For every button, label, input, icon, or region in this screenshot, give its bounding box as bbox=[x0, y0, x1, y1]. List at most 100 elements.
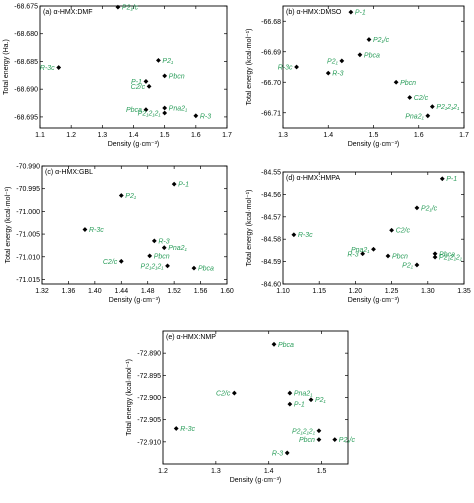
data-point bbox=[429, 104, 435, 110]
data-point bbox=[393, 79, 399, 85]
data-point bbox=[173, 426, 179, 431]
y-tick-label: -84.59 bbox=[261, 259, 281, 266]
y-tick-label: -72.890 bbox=[137, 351, 161, 358]
data-point bbox=[162, 110, 168, 116]
data-point bbox=[156, 57, 161, 63]
x-tick-label: 1.4 bbox=[323, 132, 333, 139]
y-tick-label: -71.005 bbox=[16, 232, 40, 239]
point-label: P2₁ bbox=[402, 262, 414, 269]
panel-title: (a) α-HMX:DMF bbox=[43, 9, 93, 16]
chart-panel-0: 1.1 1.2 1.3 1.4 1.5 1.6 1.7 -68.675 -68.680 -68.6… bbox=[3, 4, 232, 149]
x-tick-label: 1.5 bbox=[160, 132, 170, 139]
point-label: R-3c bbox=[278, 65, 293, 72]
data-point bbox=[161, 245, 167, 251]
point-label: P2₁ bbox=[125, 193, 137, 200]
y-tick-label: -66.68 bbox=[261, 19, 281, 26]
point-label: Pbcn bbox=[299, 437, 315, 444]
data-point bbox=[348, 9, 354, 15]
chart-panel-4: 1.2 1.3 1.4 1.5 -72.890 -72.895 -72.900 -72.905… bbox=[126, 330, 356, 484]
data-point bbox=[162, 73, 168, 79]
data-point bbox=[118, 193, 124, 198]
point-label: P-1 bbox=[446, 176, 457, 183]
x-tick-label: 1.3 bbox=[97, 132, 107, 139]
y-axis-label: Total energy (Ha.) bbox=[3, 39, 10, 95]
panel-title: (c) α-HMX:GBL bbox=[45, 169, 93, 176]
y-tick-label: -72.910 bbox=[137, 439, 161, 446]
data-point bbox=[191, 265, 197, 271]
y-tick-label: -66.69 bbox=[261, 49, 281, 56]
y-tick-label: -68.675 bbox=[14, 4, 38, 11]
data-point bbox=[308, 397, 314, 403]
y-tick-label: -84.58 bbox=[261, 237, 281, 244]
x-tick-label: 1.3 bbox=[278, 132, 288, 139]
plot-frame bbox=[282, 171, 465, 285]
chart-panel-1: 1.3 1.4 1.5 1.6 1.7 -66.68 -66.69 -66.70 -66.71 (… bbox=[246, 5, 469, 148]
point-label: P-1 bbox=[294, 402, 305, 409]
point-label: C2/c bbox=[216, 391, 231, 398]
point-label: P2₁2₁2₁ bbox=[138, 111, 162, 118]
point-label: R-3 bbox=[272, 450, 283, 457]
data-point bbox=[271, 341, 277, 347]
data-point bbox=[432, 254, 438, 260]
x-tick-label: 1.40 bbox=[88, 288, 102, 295]
point-label: R-3c bbox=[89, 227, 104, 234]
point-label: Pna2₁ bbox=[351, 247, 370, 254]
data-point bbox=[284, 450, 290, 456]
data-point bbox=[231, 390, 237, 396]
point-label: Pna2₁ bbox=[169, 106, 188, 113]
y-tick-label: -72.895 bbox=[137, 373, 161, 380]
point-label: Pbcn bbox=[169, 73, 185, 80]
y-tick-label: -71.000 bbox=[16, 209, 40, 216]
x-tick-label: 1.1 bbox=[35, 132, 45, 139]
point-label: Pbca bbox=[439, 251, 455, 258]
point-label: P2₁/c bbox=[122, 5, 139, 12]
x-tick-label: 1.25 bbox=[385, 288, 399, 295]
panel-title: (e) α-HMX:NMP bbox=[166, 334, 216, 341]
point-label: P2₁2₁2₁ bbox=[439, 255, 463, 262]
x-tick-label: 1.4 bbox=[129, 132, 139, 139]
y-tick-label: -66.71 bbox=[261, 110, 281, 117]
data-point bbox=[414, 262, 420, 268]
point-label: R-3 bbox=[158, 238, 169, 245]
y-tick-label: -84.56 bbox=[261, 192, 281, 199]
data-point bbox=[389, 227, 394, 233]
y-axis-label: Total energy (kcal·mol⁻¹) bbox=[5, 187, 12, 264]
y-tick-label: -72.900 bbox=[137, 395, 161, 402]
x-tick-label: 1.30 bbox=[421, 288, 435, 295]
point-label: C2/c bbox=[396, 228, 411, 235]
point-label: C2/c bbox=[103, 259, 118, 266]
data-point bbox=[316, 428, 322, 434]
point-label: C2/c bbox=[131, 84, 146, 91]
x-tick-label: 1.48 bbox=[141, 288, 155, 295]
point-label: Pbca bbox=[198, 266, 214, 273]
x-tick-label: 1.5 bbox=[369, 132, 379, 139]
point-label: P-1 bbox=[178, 182, 189, 189]
data-point bbox=[325, 70, 331, 76]
point-label: Pna2₁ bbox=[294, 391, 313, 398]
y-axis-label: Total energy (kcal·mol⁻¹) bbox=[246, 190, 253, 267]
panel-title: (b) α-HMX:DMSO bbox=[286, 9, 342, 16]
data-point bbox=[146, 84, 152, 89]
data-point bbox=[56, 65, 62, 70]
point-label: R-3c bbox=[298, 232, 313, 239]
x-tick-label: 1.4 bbox=[264, 468, 274, 475]
data-point bbox=[294, 64, 299, 70]
x-tick-label: 1.56 bbox=[194, 288, 208, 295]
point-label: P2₁ bbox=[315, 397, 327, 404]
point-label: P-1 bbox=[355, 10, 366, 17]
point-label: Pbcn bbox=[400, 80, 416, 87]
y-tick-label: -71.015 bbox=[16, 277, 40, 284]
data-point bbox=[439, 176, 445, 182]
point-label: P2₁2₁2₁ bbox=[141, 263, 165, 270]
y-tick-label: -66.70 bbox=[261, 80, 281, 87]
y-tick-label: -68.690 bbox=[14, 87, 38, 94]
y-tick-label: -68.695 bbox=[14, 114, 38, 121]
point-label: Pbcn bbox=[154, 253, 170, 260]
y-tick-label: -68.685 bbox=[14, 59, 38, 66]
x-tick-label: 1.60 bbox=[220, 288, 234, 295]
y-axis-label: Total energy (kcal·mol⁻¹) bbox=[246, 29, 253, 106]
data-point bbox=[115, 4, 121, 10]
data-point bbox=[360, 251, 366, 257]
point-label: P-1 bbox=[131, 79, 142, 86]
